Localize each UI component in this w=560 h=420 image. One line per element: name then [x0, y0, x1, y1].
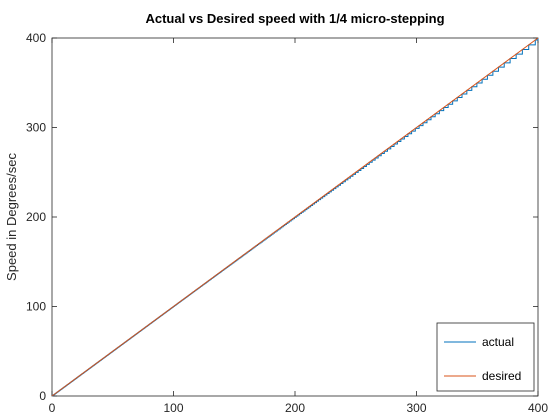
series-layer: [51, 37, 539, 397]
x-tick-label: 300: [406, 401, 426, 415]
legend-label-desired: desired: [482, 369, 521, 383]
x-tick-label: 0: [49, 401, 56, 415]
legend: actual desired: [436, 322, 535, 392]
y-tick-label: 100: [26, 300, 46, 314]
y-tick-label: 400: [26, 31, 46, 45]
x-tick-label: 100: [163, 401, 183, 415]
y-axis-label: Speed in Degrees/sec: [4, 153, 19, 281]
x-tick-label: 400: [528, 401, 548, 415]
ticks: 0 100 200 300 400 0 100 200 300 400: [26, 31, 548, 415]
legend-label-actual: actual: [482, 335, 514, 349]
chart-title: Actual vs Desired speed with 1/4 micro-s…: [145, 11, 444, 26]
y-tick-label: 300: [26, 121, 46, 135]
plot-area: 0 100 200 300 400 0 100 200 300 400: [26, 31, 548, 415]
legend-box: [436, 322, 535, 392]
y-tick-label: 0: [39, 389, 46, 403]
y-tick-label: 200: [26, 210, 46, 224]
series-line-desired: [51, 37, 539, 397]
x-tick-label: 200: [285, 401, 305, 415]
